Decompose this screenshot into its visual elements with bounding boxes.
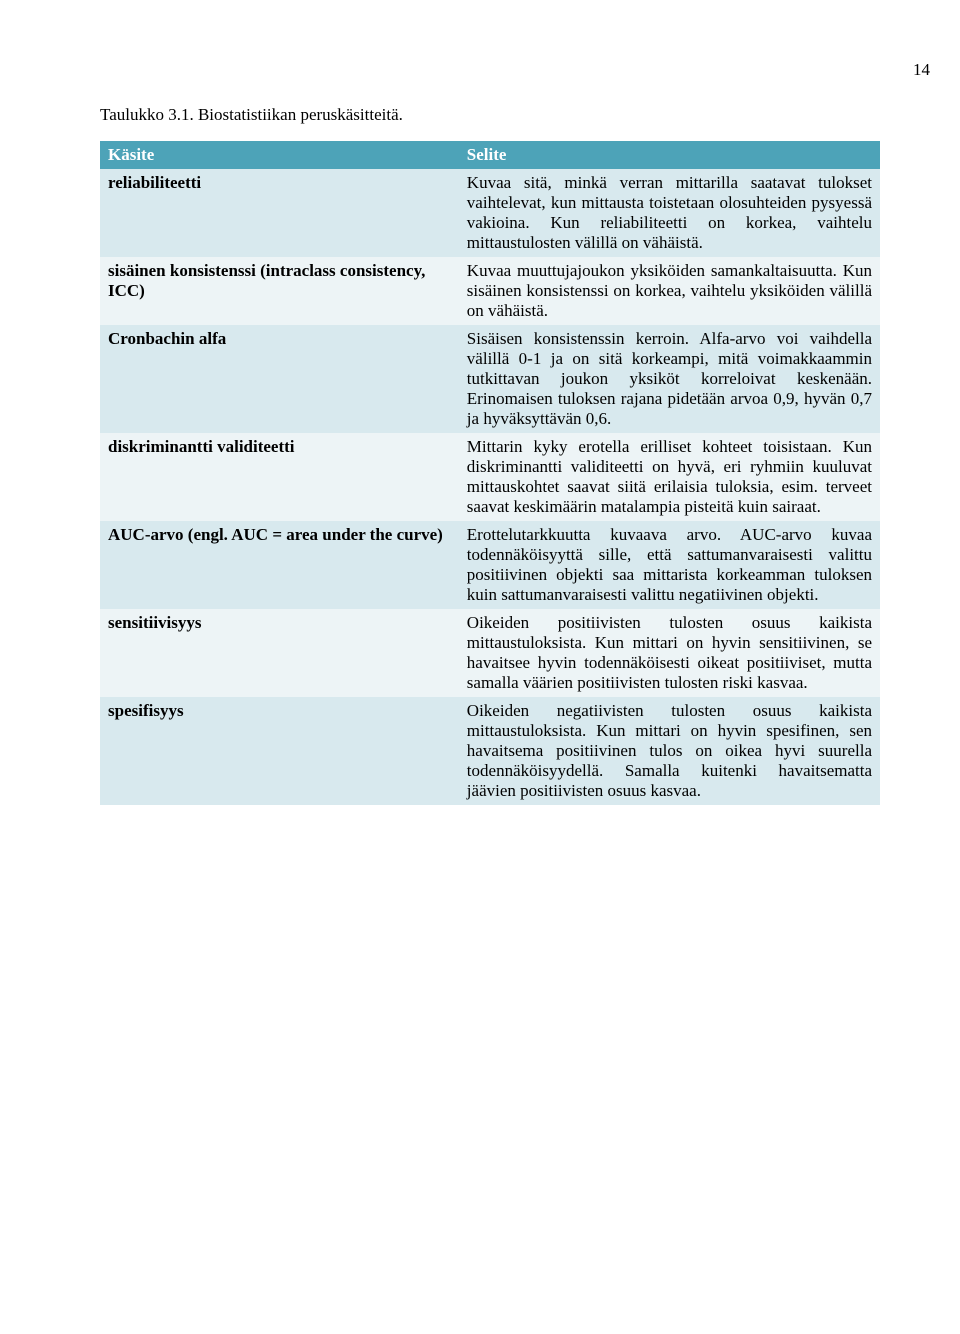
table-row: sisäinen konsistenssi (intraclass consis… <box>100 257 880 325</box>
table-row: reliabiliteetti Kuvaa sitä, minkä verran… <box>100 169 880 257</box>
header-definition: Selite <box>459 141 880 169</box>
table-row: sensitiivisyys Oikeiden positiivisten tu… <box>100 609 880 697</box>
page-number: 14 <box>100 60 930 80</box>
definition-cell: Kuvaa sitä, minkä verran mittarilla saat… <box>459 169 880 257</box>
term-cell: sisäinen konsistenssi (intraclass consis… <box>100 257 459 325</box>
table-row: AUC-arvo (engl. AUC = area under the cur… <box>100 521 880 609</box>
definition-cell: Kuvaa muuttujajoukon yksiköiden samankal… <box>459 257 880 325</box>
definition-cell: Erottelutarkkuutta kuvaava arvo. AUC-arv… <box>459 521 880 609</box>
definition-cell: Oikeiden positiivisten tulosten osuus ka… <box>459 609 880 697</box>
definition-cell: Oikeiden negatiivisten tulosten osuus ka… <box>459 697 880 805</box>
term-cell: AUC-arvo (engl. AUC = area under the cur… <box>100 521 459 609</box>
table-row: spesifisyys Oikeiden negatiivisten tulos… <box>100 697 880 805</box>
table-row: diskriminantti validiteetti Mittarin kyk… <box>100 433 880 521</box>
term-cell: diskriminantti validiteetti <box>100 433 459 521</box>
table-header-row: Käsite Selite <box>100 141 880 169</box>
term-cell: Cronbachin alfa <box>100 325 459 433</box>
definition-cell: Mittarin kyky erotella erilliset kohteet… <box>459 433 880 521</box>
term-cell: reliabiliteetti <box>100 169 459 257</box>
term-cell: spesifisyys <box>100 697 459 805</box>
term-cell: sensitiivisyys <box>100 609 459 697</box>
header-term: Käsite <box>100 141 459 169</box>
concepts-table: Käsite Selite reliabiliteetti Kuvaa sitä… <box>100 141 880 805</box>
table-row: Cronbachin alfa Sisäisen konsistenssin k… <box>100 325 880 433</box>
definition-cell: Sisäisen konsistenssin kerroin. Alfa-arv… <box>459 325 880 433</box>
table-caption: Taulukko 3.1. Biostatistiikan peruskäsit… <box>100 105 880 125</box>
